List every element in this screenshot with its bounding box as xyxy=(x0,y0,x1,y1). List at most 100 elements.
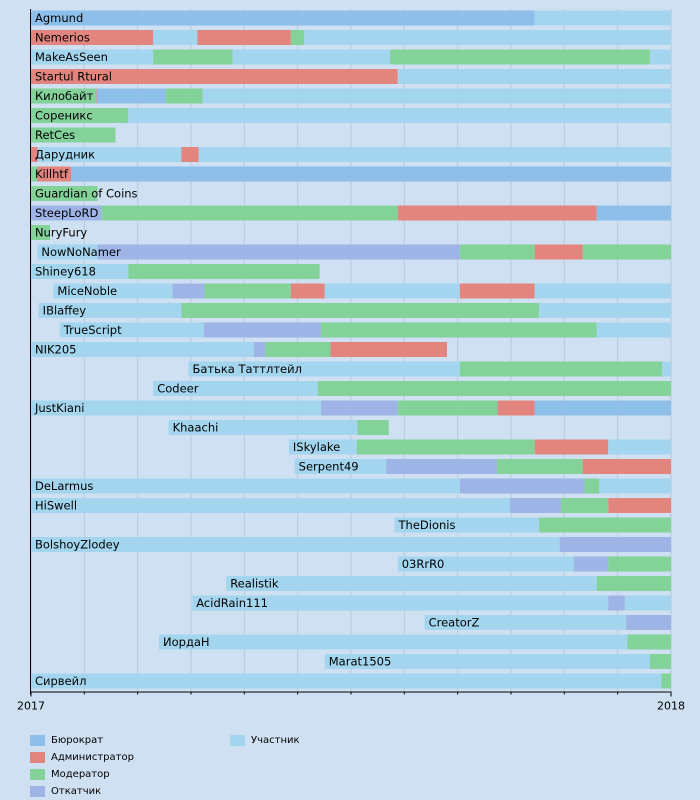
bar-segment-participant xyxy=(534,283,671,299)
bar-segment-participant xyxy=(304,30,671,45)
bar-segment-rollbacker xyxy=(386,459,497,474)
bar-segment-participant xyxy=(31,673,662,689)
bar-segment-participant xyxy=(662,361,671,377)
bar-segment-moderator xyxy=(290,30,305,45)
row-label: MakeAsSeen xyxy=(35,50,108,64)
bar-segment-moderator xyxy=(165,88,203,104)
bar-segment-participant xyxy=(188,361,460,377)
row-label: IBlaffey xyxy=(43,304,87,318)
row-label: Guardian of Coins xyxy=(35,187,138,201)
legend-swatch xyxy=(30,734,45,746)
timeline-chart: Agmund Nemerios MakeAsSeen Startul Rtural Ки… xyxy=(17,9,685,713)
row-label: Startul Rtural xyxy=(35,70,112,84)
bar-segment-moderator xyxy=(496,459,583,474)
bar-segment-moderator xyxy=(649,654,671,669)
bar-segment-rollbacker xyxy=(559,537,671,552)
bar-segment-participant xyxy=(596,322,671,338)
row-label: Батька Таттлтейл xyxy=(192,362,301,376)
row-label: Marat1505 xyxy=(329,655,392,669)
legend-label: Откатчик xyxy=(51,785,102,797)
bar-segment-participant xyxy=(226,576,597,591)
row-label: SteepLoRD xyxy=(35,206,98,220)
bar-segment-admin xyxy=(582,459,671,474)
legend-label: Бюрократ xyxy=(51,734,104,746)
row-label: RetCes xyxy=(35,128,75,142)
bar-segment-moderator xyxy=(357,420,389,435)
bar-segment-participant xyxy=(424,615,627,630)
bars xyxy=(31,10,671,689)
bar-segment-admin xyxy=(181,147,199,162)
bar-segment-participant xyxy=(324,654,650,669)
bar-segment-rollbacker xyxy=(203,322,321,338)
bar-segment-participant xyxy=(397,69,671,84)
legend-item-moderator: Модератор xyxy=(30,767,110,781)
legend-label: Участник xyxy=(251,734,300,746)
bar-segment-admin xyxy=(290,283,325,299)
row-label: JustKiani xyxy=(34,401,84,415)
bar-segment-admin xyxy=(37,166,72,182)
bar-segment-moderator xyxy=(459,244,535,260)
legend-label: Администратор xyxy=(51,751,134,763)
row-label: DeLarmus xyxy=(35,479,93,493)
bar-segment-bureaucrat xyxy=(71,166,671,182)
bar-segment-rollbacker xyxy=(172,283,205,299)
bar-segment-admin xyxy=(31,69,398,84)
bar-segment-participant xyxy=(31,498,510,513)
bar-segment-participant xyxy=(31,342,254,357)
row-label: 03RrR0 xyxy=(402,557,445,571)
bar-segment-participant xyxy=(198,147,671,162)
bar-segment-participant xyxy=(394,517,540,533)
row-label: ИордаН xyxy=(163,635,210,649)
bar-segment-participant xyxy=(59,322,204,338)
bar-segment-moderator xyxy=(31,225,51,240)
bar-segment-participant xyxy=(31,400,321,416)
bar-segment-rollbacker xyxy=(608,595,625,611)
bar-segment-moderator xyxy=(596,576,671,591)
bar-segment-moderator xyxy=(31,88,97,104)
bar-segment-admin xyxy=(459,283,535,299)
row-label: NIK205 xyxy=(35,343,77,357)
bar-segment-participant xyxy=(202,88,671,104)
bar-segment-bureaucrat xyxy=(596,205,671,221)
row-label: Realistik xyxy=(230,577,279,591)
bar-segment-admin xyxy=(31,147,38,162)
row-label: MiceNoble xyxy=(57,284,117,298)
bar-segment-bureaucrat xyxy=(534,400,671,416)
bar-segment-admin xyxy=(534,439,609,455)
bar-segment-moderator xyxy=(539,517,671,533)
legend-item-bureaucrat: Бюрократ xyxy=(30,733,103,747)
bar-segment-moderator xyxy=(31,108,129,123)
row-label: Сирвейл xyxy=(35,674,86,688)
bar-segment-participant xyxy=(31,49,154,65)
bar-segment-admin xyxy=(96,88,97,104)
row-label: TheDionis xyxy=(398,518,456,532)
bar-segment-participant xyxy=(153,381,318,396)
bar-segment-moderator xyxy=(153,49,233,65)
bar-segment-participant xyxy=(168,420,358,435)
bar-segment-rollbacker xyxy=(31,205,102,221)
bar-segment-rollbacker xyxy=(97,244,460,260)
row-label: Agmund xyxy=(35,11,83,25)
bar-segment-rollbacker xyxy=(626,615,671,630)
bar-segment-participant xyxy=(153,30,198,45)
bar-segment-participant xyxy=(324,283,460,299)
row-label: ISkylake xyxy=(293,440,340,454)
row-label: NuryFury xyxy=(35,226,87,240)
bar-segment-moderator xyxy=(459,361,663,377)
legend-label: Модератор xyxy=(51,768,110,780)
bar-segment-participant xyxy=(232,49,391,65)
bar-segment-moderator xyxy=(356,439,535,455)
row-label: Shiney618 xyxy=(35,265,96,279)
bar-segment-participant xyxy=(192,595,609,611)
x-tick-label: 2018 xyxy=(657,700,685,713)
bar-segment-moderator xyxy=(31,186,98,201)
bar-segment-participant xyxy=(37,244,98,260)
bar-segment-admin xyxy=(608,498,671,513)
bar-segment-rollbacker xyxy=(459,478,585,494)
row-label: Nemerios xyxy=(35,31,90,45)
bar-segment-participant xyxy=(37,147,182,162)
bar-segment-moderator xyxy=(101,205,398,221)
legend-swatch xyxy=(30,751,45,763)
bar-segment-moderator xyxy=(582,244,671,260)
bar-segment-moderator xyxy=(317,381,671,396)
